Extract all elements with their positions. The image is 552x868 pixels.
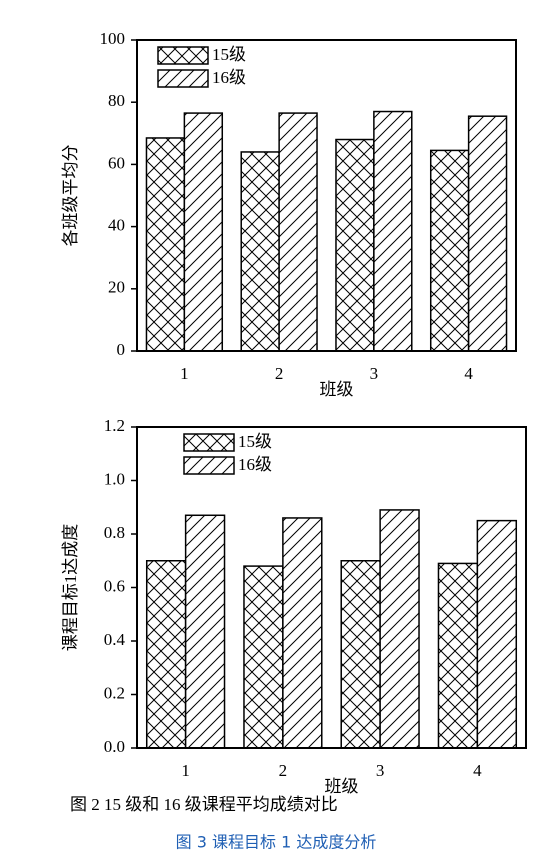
legend-swatch <box>183 433 235 452</box>
y-tick-label: 0.0 <box>104 737 125 756</box>
y-tick-label: 100 <box>100 29 126 48</box>
y-tick-label: 0 <box>117 340 126 359</box>
x-axis-label: 班级 <box>325 777 359 796</box>
x-tick-label: 1 <box>180 364 189 383</box>
plot-frame <box>136 426 527 749</box>
bar <box>340 560 381 749</box>
bar <box>183 112 224 352</box>
caption: 图 2 15 级和 16 级课程平均成绩对比 <box>70 795 338 814</box>
y-tick-label: 0.2 <box>104 683 125 702</box>
y-tick-label: 0.4 <box>104 630 126 649</box>
bar <box>145 137 186 352</box>
bar <box>335 138 375 352</box>
bar <box>184 514 226 749</box>
x-tick-label: 1 <box>181 761 190 780</box>
y-tick-label: 40 <box>108 216 125 235</box>
bar <box>429 149 470 352</box>
y-tick-label: 1.2 <box>104 416 125 435</box>
x-tick-label: 4 <box>464 364 473 383</box>
bar <box>145 560 187 749</box>
legend-label: 16级 <box>212 68 246 87</box>
legend-label: 15级 <box>238 432 272 451</box>
y-tick-label: 1.0 <box>104 469 125 488</box>
y-axis-label: 各班级平均分 <box>61 145 80 247</box>
y-tick-label: 0.6 <box>104 576 125 595</box>
legend-swatch <box>157 69 209 88</box>
bar <box>476 519 518 749</box>
x-tick-label: 3 <box>370 364 379 383</box>
x-tick-label: 2 <box>279 761 288 780</box>
bar <box>379 509 420 749</box>
legend-label: 16级 <box>238 455 272 474</box>
y-tick-label: 80 <box>108 91 125 110</box>
bar <box>467 115 508 352</box>
plot-frame <box>136 39 517 352</box>
bar <box>240 151 280 352</box>
y-axis-label: 课程目标1达成度 <box>61 524 80 652</box>
legend-swatch <box>183 456 235 475</box>
y-tick-label: 60 <box>108 153 125 172</box>
bar <box>282 517 323 749</box>
legend-label: 15级 <box>212 45 246 64</box>
x-tick-label: 3 <box>376 761 385 780</box>
y-tick-label: 20 <box>108 278 125 297</box>
x-tick-label: 4 <box>473 761 482 780</box>
caption: 图 3 课程目标 1 达成度分析 <box>176 833 377 852</box>
bar <box>243 565 284 749</box>
x-tick-label: 2 <box>275 364 284 383</box>
bar <box>373 110 413 352</box>
x-axis-label: 班级 <box>320 380 354 399</box>
bar <box>437 562 479 749</box>
bar <box>278 112 318 352</box>
y-tick-label: 0.8 <box>104 523 125 542</box>
legend-swatch <box>157 46 209 65</box>
